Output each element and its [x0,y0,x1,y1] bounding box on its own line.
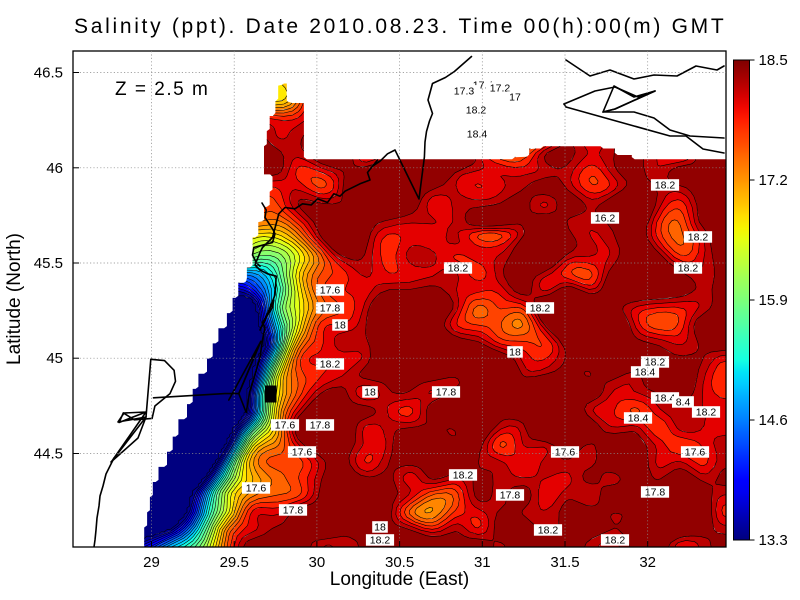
svg-text:18.4: 18.4 [467,129,488,141]
svg-text:Latitude (North): Latitude (North) [4,233,25,365]
svg-text:17.8: 17.8 [500,490,521,502]
svg-text:8.4: 8.4 [676,397,691,409]
svg-text:17.6: 17.6 [246,483,267,495]
svg-text:45: 45 [46,350,63,367]
svg-text:18.2: 18.2 [466,105,487,117]
svg-text:18.2: 18.2 [696,407,717,419]
svg-text:45.5: 45.5 [34,255,63,272]
svg-text:17.6: 17.6 [275,420,296,432]
svg-text:17: 17 [509,92,521,104]
svg-text:18: 18 [509,347,521,359]
svg-text:13.3: 13.3 [759,532,788,549]
svg-text:18.2: 18.2 [370,535,391,547]
svg-text:17.8: 17.8 [310,420,331,432]
svg-text:18.2: 18.2 [448,263,469,275]
svg-text:44.5: 44.5 [34,446,63,463]
svg-text:14.6: 14.6 [759,412,788,429]
svg-text:17.2: 17.2 [759,172,788,189]
svg-text:29.5: 29.5 [220,554,249,571]
svg-text:17.8: 17.8 [436,387,457,399]
svg-text:18.4: 18.4 [628,413,649,425]
svg-text:17.8: 17.8 [283,505,304,517]
svg-text:Salinity (ppt). Date 2010.08.2: Salinity (ppt). Date 2010.08.23. Time 00… [74,15,726,38]
svg-text:31: 31 [474,554,491,571]
svg-text:18.2: 18.2 [538,525,559,537]
svg-text:18.4: 18.4 [635,367,656,379]
svg-text:18.2: 18.2 [605,535,626,547]
svg-text:18.2: 18.2 [688,232,709,244]
svg-text:17.6: 17.6 [685,447,706,459]
svg-text:18: 18 [374,522,386,534]
svg-text:46.5: 46.5 [34,65,63,82]
svg-text:17.6: 17.6 [320,285,341,297]
svg-text:30: 30 [309,554,326,571]
svg-text:18.2: 18.2 [678,263,699,275]
svg-text:15.9: 15.9 [759,292,788,309]
svg-text:18.2: 18.2 [655,180,676,192]
svg-text:18.2: 18.2 [320,359,341,371]
svg-text:Longitude (East): Longitude (East) [330,569,469,590]
svg-text:18: 18 [364,387,376,399]
svg-text:29: 29 [143,554,160,571]
svg-text:18.2: 18.2 [453,470,474,482]
svg-text:18.5: 18.5 [759,52,788,69]
svg-text:17.8: 17.8 [320,303,341,315]
svg-text:Z = 2.5 m: Z = 2.5 m [115,79,209,100]
svg-text:32: 32 [639,554,656,571]
svg-text:18: 18 [334,320,346,332]
svg-text:46: 46 [46,160,63,177]
svg-text:16.2: 16.2 [595,213,616,225]
svg-text:31.5: 31.5 [550,554,579,571]
svg-text:18.2: 18.2 [530,303,551,315]
svg-text:17.6: 17.6 [292,447,313,459]
svg-text:17.3: 17.3 [454,86,475,98]
